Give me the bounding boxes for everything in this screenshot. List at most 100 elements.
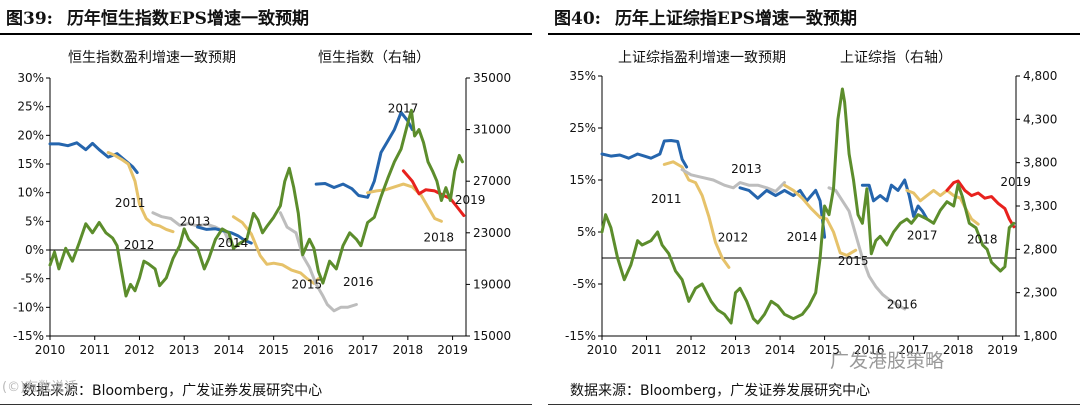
- series-label-2014: 2014: [218, 236, 249, 250]
- legend-item: 上证综指盈利增速一致预期: [618, 50, 786, 66]
- x-tick-label: 2012: [124, 343, 155, 357]
- index-line: [600, 87, 1016, 325]
- figure-title: 图40: 历年上证综指EPS增速一致预期: [554, 4, 857, 29]
- y-tick-label-left: -5%: [21, 272, 44, 286]
- watermark: (©)有数说话: [2, 380, 78, 395]
- figure-title: 图39: 历年恒生指数EPS增速一致预期: [6, 4, 309, 29]
- y-tick-label-left: 25%: [569, 121, 596, 135]
- watermark: 广发港股策略: [830, 350, 945, 372]
- bottom-rule: [0, 404, 532, 405]
- y-tick-label-left: 5%: [577, 225, 596, 239]
- legend-item: 恒生指数（右轴）: [318, 50, 430, 66]
- x-tick-label: 2019: [437, 343, 468, 357]
- x-tick-label: 2012: [676, 343, 707, 357]
- y-tick-label-left: -10%: [13, 300, 44, 314]
- x-tick-label: 2015: [258, 343, 289, 357]
- title-rule: [548, 33, 1080, 35]
- y-tick-label-right: 19000: [473, 277, 511, 291]
- y-tick-label-right: 23000: [473, 226, 511, 240]
- eps-line-2016: [827, 186, 907, 311]
- x-tick-label: 2011: [79, 343, 110, 357]
- figure-number: 图39:: [6, 9, 53, 29]
- eps-line-2016: [278, 211, 358, 313]
- source-note: 数据来源：Bloomberg，广发证券发展研究中心: [22, 383, 323, 399]
- x-tick-label: 2016: [854, 343, 885, 357]
- figure-number: 图40:: [554, 9, 601, 29]
- title-rule: [0, 33, 532, 35]
- series-label-2011: 2011: [651, 192, 682, 206]
- y-tick-label-right: 15000: [473, 329, 511, 343]
- series-label-2017: 2017: [907, 228, 938, 242]
- eps-line-2017: [860, 178, 929, 221]
- series-label-2012: 2012: [124, 238, 155, 252]
- eps-line-2018: [366, 182, 443, 223]
- x-tick-label: 2017: [898, 343, 929, 357]
- bottom-rule: [548, 404, 1080, 405]
- y-tick-label-left: 15%: [17, 157, 44, 171]
- y-tick-label-left: -15%: [565, 329, 596, 343]
- x-tick-label: 2014: [765, 343, 796, 357]
- eps-line-2019: [945, 179, 1016, 229]
- series-label-2017: 2017: [388, 101, 419, 115]
- figure-40: 图40: 历年上证综指EPS增速一致预期 上证综指盈利增速一致预期 上证综指（右轴）…: [548, 0, 1080, 408]
- y-tick-label-right: 31000: [473, 123, 511, 137]
- y-tick-label-left: -15%: [13, 329, 44, 343]
- y-tick-label-right: 1,800: [1023, 329, 1057, 343]
- y-tick-label-right: 2,800: [1023, 242, 1057, 256]
- series-label-2015: 2015: [292, 277, 323, 291]
- y-tick-label-right: 3,300: [1023, 199, 1057, 213]
- index-line: [48, 108, 464, 298]
- y-tick-label-left: 20%: [17, 128, 44, 142]
- x-tick-label: 2014: [214, 343, 245, 357]
- y-tick-label-right: 35000: [473, 71, 511, 85]
- x-tick-label: 2019: [987, 343, 1018, 357]
- y-tick-label-right: 4,800: [1023, 69, 1057, 83]
- y-tick-label-left: -5%: [573, 277, 596, 291]
- eps-line-2012: [106, 151, 175, 234]
- series-label-2014: 2014: [787, 230, 818, 244]
- eps-line-2011: [600, 139, 689, 169]
- y-tick-label-right: 4,300: [1023, 112, 1057, 126]
- legend-item: 上证综指（右轴）: [840, 50, 952, 66]
- x-tick-label: 2011: [631, 343, 662, 357]
- y-tick-label-left: 5%: [25, 214, 44, 228]
- y-tick-label-right: 27000: [473, 174, 511, 188]
- x-tick-label: 2016: [303, 343, 334, 357]
- figure-39: 图39: 历年恒生指数EPS增速一致预期 恒生指数盈利增速一致预期 恒生指数（右轴）…: [0, 0, 532, 408]
- y-tick-label-left: 0%: [25, 243, 44, 257]
- eps-line-2017: [314, 110, 414, 199]
- y-tick-label-left: 30%: [17, 71, 44, 85]
- x-tick-label: 2013: [169, 343, 200, 357]
- figure-caption: 历年恒生指数EPS增速一致预期: [66, 9, 309, 29]
- series-label-2019: 2019: [455, 193, 486, 207]
- eps-line-2014: [738, 186, 827, 239]
- y-tick-label-right: 3,800: [1023, 156, 1057, 170]
- eps-line-2013: [680, 168, 786, 193]
- eps-line-2019: [401, 169, 466, 218]
- x-tick-label: 2013: [720, 343, 751, 357]
- eps-line-2012: [662, 160, 731, 269]
- x-tick-label: 2010: [35, 343, 66, 357]
- series-label-2018: 2018: [967, 232, 998, 246]
- series-label-2018: 2018: [424, 230, 455, 244]
- y-tick-label-left: 35%: [569, 69, 596, 83]
- x-tick-label: 2010: [587, 343, 618, 357]
- eps-line-2011: [48, 141, 139, 175]
- x-tick-label: 2017: [348, 343, 379, 357]
- series-label-2013: 2013: [731, 162, 762, 176]
- source-note: 数据来源：Bloomberg，广发证券发展研究中心: [570, 383, 871, 399]
- shcomp-eps-chart: 上证综指盈利增速一致预期 上证综指（右轴） -15% -5% 5% 15% 25% 35% 1,…: [565, 50, 1057, 357]
- hsi-eps-chart: 恒生指数盈利增速一致预期 恒生指数（右轴） -15% -10% -5% 0% 5% 10% 15…: [13, 50, 511, 357]
- x-tick-label: 2018: [943, 343, 974, 357]
- series-label-2013: 2013: [180, 214, 211, 228]
- series-label-2011: 2011: [115, 196, 146, 210]
- series-label-2015: 2015: [838, 254, 869, 268]
- y-tick-label-left: 25%: [17, 100, 44, 114]
- figure-caption: 历年上证综指EPS增速一致预期: [614, 9, 857, 29]
- legend-item: 恒生指数盈利增速一致预期: [68, 50, 236, 66]
- y-tick-label-left: 15%: [569, 173, 596, 187]
- series-label-2016: 2016: [887, 297, 918, 311]
- y-tick-label-left: 10%: [17, 186, 44, 200]
- series-label-2012: 2012: [718, 230, 749, 244]
- series-label-2016: 2016: [343, 275, 374, 289]
